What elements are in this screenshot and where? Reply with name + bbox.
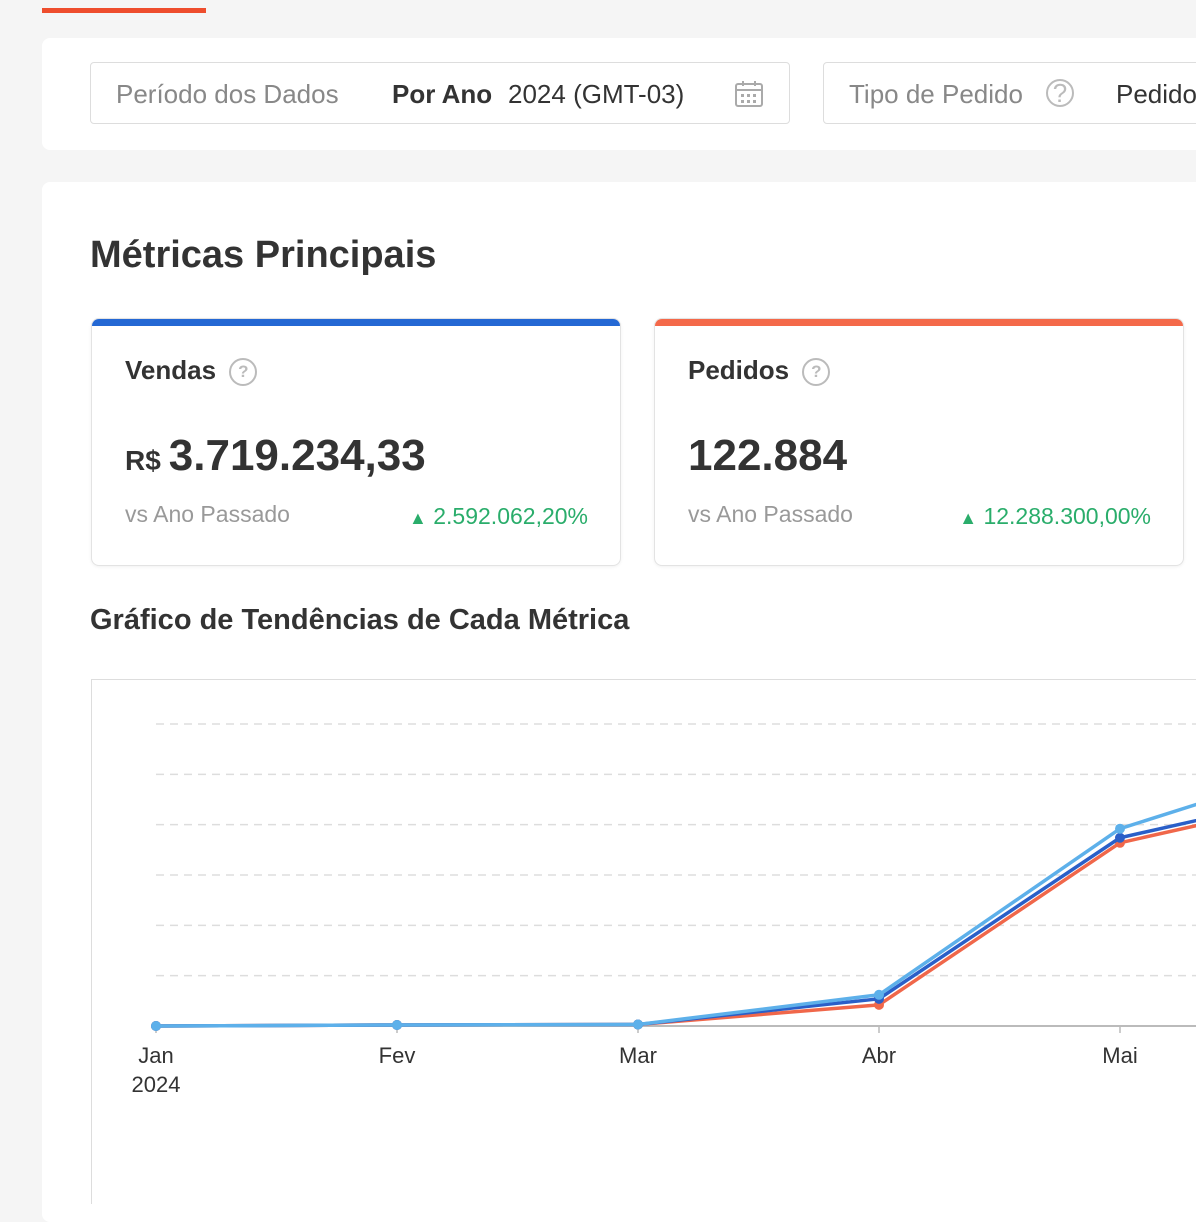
data-point: [1115, 824, 1125, 834]
data-point: [151, 1021, 161, 1031]
metric-accent: [92, 319, 620, 326]
period-value: 2024 (GMT-03): [508, 79, 684, 110]
data-point: [633, 1019, 643, 1029]
chart-frame: [92, 680, 1196, 1205]
period-picker[interactable]: Período dos Dados Por Ano 2024 (GMT-03): [90, 62, 790, 124]
x-tick-label: Fev: [379, 1043, 416, 1068]
x-tick-label: Mai: [1102, 1043, 1137, 1068]
calendar-icon: [734, 79, 764, 109]
trend-chart: Jan Fev Mar Abr Mai 2024: [91, 679, 1196, 1204]
order-type-value: Pedidos: [1116, 79, 1196, 110]
metric-value: 3.719.234,33: [169, 431, 426, 480]
metric-card[interactable]: Vendas ? R$3.719.234,33 vs Ano Passado ▲…: [91, 318, 621, 566]
filter-bar: Período dos Dados Por Ano 2024 (GMT-03) …: [42, 38, 1196, 150]
chart-title: Gráfico de Tendências de Cada Métrica: [90, 604, 629, 637]
x-tick-label: Abr: [862, 1043, 896, 1068]
help-icon[interactable]: ?: [1046, 79, 1074, 107]
metric-change: 12.288.300,00%: [983, 503, 1151, 529]
data-point: [392, 1020, 402, 1030]
active-tab-indicator: [42, 8, 206, 13]
metric-card[interactable]: Pedidos ? 122.884 vs Ano Passado ▲ 12.28…: [654, 318, 1184, 566]
x-year-label: 2024: [132, 1072, 181, 1097]
metric-change: 2.592.062,20%: [433, 503, 588, 529]
help-icon[interactable]: ?: [229, 358, 257, 386]
metric-label: Vendas: [125, 355, 216, 385]
x-tick-label: Mar: [619, 1043, 657, 1068]
x-tick-label: Jan: [138, 1043, 173, 1068]
section-title: Métricas Principais: [90, 234, 436, 277]
period-mode: Por Ano: [392, 79, 492, 110]
order-type-select[interactable]: Tipo de Pedido ? Pedidos: [823, 62, 1196, 124]
data-point: [1115, 833, 1125, 843]
metric-currency: R$: [125, 445, 161, 476]
metric-value: 122.884: [688, 431, 847, 480]
metric-label: Pedidos: [688, 355, 789, 385]
data-point: [874, 990, 884, 1000]
metric-comparison-label: vs Ano Passado: [125, 501, 290, 528]
metric-accent: [655, 319, 1183, 326]
metric-comparison-label: vs Ano Passado: [688, 501, 853, 528]
period-label: Período dos Dados: [116, 79, 339, 110]
order-type-label: Tipo de Pedido: [849, 79, 1023, 110]
help-icon[interactable]: ?: [802, 358, 830, 386]
